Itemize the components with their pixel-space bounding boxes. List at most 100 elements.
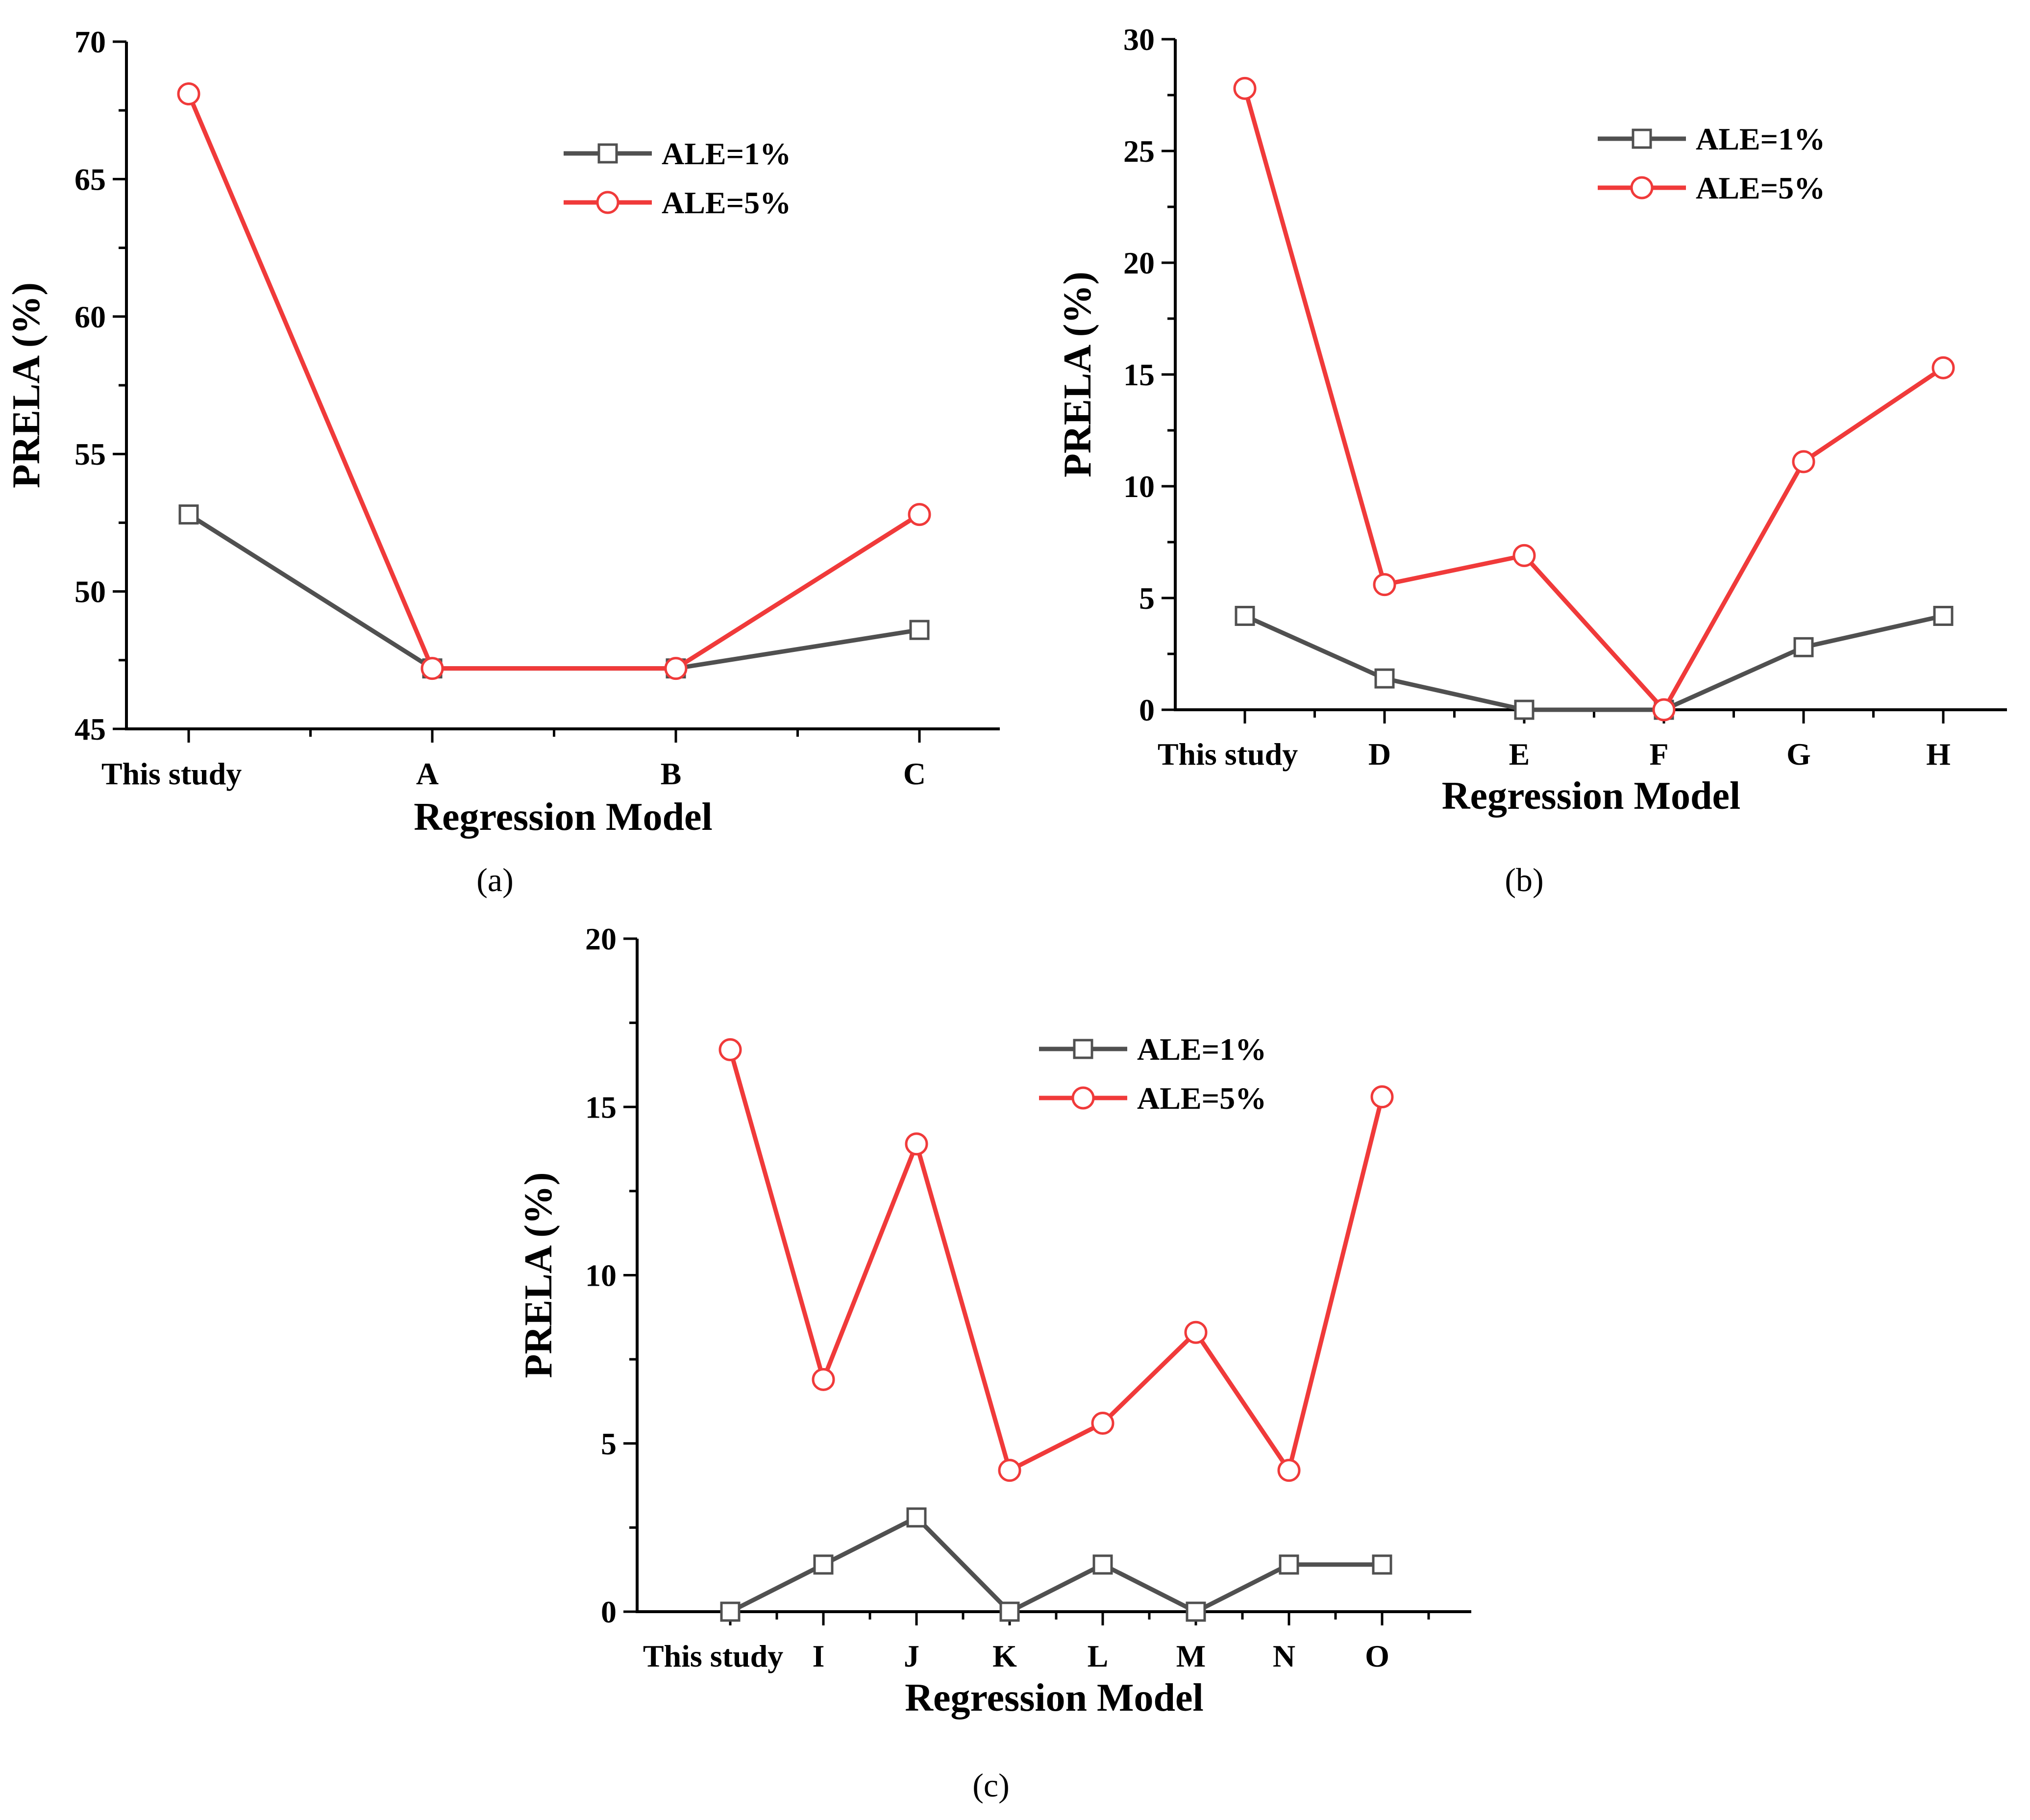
legend-label: ALE=1% [1696, 122, 1825, 156]
legend-label: ALE=5% [1696, 171, 1825, 205]
x-tick-label: E [1509, 737, 1530, 772]
legend-marker-square [1632, 128, 1652, 149]
x-tick-label: C [903, 756, 926, 791]
series-line-2 [1242, 88, 1945, 712]
chart-panel-1: 45 50 55 60 65 70 This study A B C Regression Mode… [5, 25, 1000, 898]
data-point-circle [812, 1368, 835, 1391]
x-tick-label: K [992, 1639, 1017, 1673]
legend-marker-circle [596, 191, 619, 214]
y-tick-label: 50 [74, 574, 106, 609]
panel-caption: (b) [1505, 861, 1543, 898]
x-tick-label: This study [101, 756, 242, 791]
series-line-2 [186, 93, 921, 671]
y-axis-title: PRELA (%) [1056, 272, 1099, 477]
x-tick-label: G [1786, 737, 1811, 772]
y-axis-title: PRELA (%) [5, 282, 48, 488]
legend-label: ALE=5% [1137, 1081, 1266, 1116]
x-tick-label: B [661, 756, 682, 791]
x-axis-title: Regression Model [414, 796, 713, 839]
legend-label: ALE=1% [1137, 1032, 1266, 1067]
y-tick-label: 25 [1123, 134, 1155, 169]
chart-panel-3: 0 5 10 15 20 This study I J K L M N O Regression Mode… [517, 922, 1471, 1804]
x-tick-label: M [1176, 1639, 1206, 1673]
x-tick-label: O [1365, 1639, 1389, 1673]
y-tick-label: 30 [1123, 22, 1155, 57]
y-tick-label: 20 [1123, 246, 1155, 280]
data-point-square [1235, 605, 1255, 626]
y-tick-label: 60 [74, 299, 106, 334]
x-tick-label: I [813, 1639, 825, 1673]
legend-marker-square [597, 143, 618, 164]
data-point-square [909, 620, 930, 640]
y-tick-label: 5 [1139, 581, 1155, 616]
data-point-square [1514, 699, 1535, 720]
axes-frame [636, 939, 1471, 1613]
x-tick-label: A [416, 756, 439, 791]
data-point-square [178, 504, 199, 525]
panel-caption: (c) [972, 1767, 1009, 1804]
data-point-circle [1373, 573, 1396, 597]
x-tick-label: H [1926, 737, 1951, 772]
data-point-circle [1233, 76, 1257, 100]
series-line-1 [1244, 614, 1944, 712]
series-line-1 [729, 1515, 1382, 1614]
y-tick-label: 65 [74, 162, 106, 197]
data-point-square [1933, 605, 1954, 626]
x-tick-label: This study [643, 1639, 783, 1673]
data-point-circle [1184, 1321, 1208, 1344]
x-tick-label: L [1088, 1639, 1109, 1673]
series-line-2 [728, 1049, 1385, 1473]
data-point-circle [905, 1132, 928, 1156]
data-point-circle [1277, 1459, 1301, 1482]
data-point-square [1793, 637, 1814, 657]
data-point-square [999, 1601, 1020, 1622]
series-line-1 [187, 512, 920, 671]
data-point-circle [718, 1038, 742, 1062]
y-tick-label: 0 [1139, 693, 1155, 727]
y-tick-label: 70 [74, 25, 106, 59]
x-tick-label: D [1368, 737, 1391, 772]
data-point-circle [1931, 356, 1955, 379]
legend-label: ALE=5% [662, 185, 791, 220]
x-tick-label: F [1649, 737, 1668, 772]
data-point-circle [1512, 544, 1536, 567]
data-point-square [1372, 1554, 1392, 1575]
y-tick-label: 15 [585, 1090, 617, 1124]
x-tick-label: J [904, 1639, 919, 1673]
data-point-circle [1792, 450, 1815, 474]
data-point-square [720, 1601, 741, 1622]
y-tick-label: 10 [585, 1258, 617, 1293]
data-point-circle [1370, 1085, 1394, 1109]
y-tick-label: 10 [1123, 469, 1155, 504]
data-point-circle [177, 82, 200, 106]
data-point-circle [998, 1459, 1021, 1482]
data-point-square [1186, 1601, 1206, 1622]
panel-caption: (a) [476, 861, 513, 898]
data-point-square [1279, 1554, 1299, 1575]
data-point-square [813, 1554, 834, 1575]
data-point-circle [664, 657, 688, 680]
y-tick-label: 55 [74, 437, 106, 472]
y-tick-label: 5 [601, 1426, 617, 1461]
data-point-circle [1091, 1412, 1114, 1435]
chart-panel-2: 0 5 10 15 20 25 30 This study D E F G H Regression Mo… [1056, 22, 2007, 898]
data-point-circle [1652, 698, 1676, 722]
legend-marker-circle [1071, 1086, 1095, 1110]
x-axis-title: Regression Model [905, 1676, 1204, 1720]
y-tick-label: 20 [585, 922, 617, 956]
y-tick-label: 45 [74, 712, 106, 747]
axes-frame [1174, 39, 2007, 711]
data-point-square [906, 1507, 927, 1528]
data-point-square [1092, 1554, 1113, 1575]
y-tick-label: 15 [1123, 357, 1155, 392]
y-axis-title: PRELA (%) [517, 1172, 560, 1378]
x-axis-title: Regression Model [1442, 774, 1741, 818]
axes-frame [125, 42, 1000, 730]
data-point-circle [908, 503, 931, 526]
y-tick-label: 0 [601, 1595, 617, 1629]
x-tick-label: N [1273, 1639, 1295, 1673]
data-point-circle [421, 657, 444, 680]
legend-marker-circle [1630, 176, 1654, 199]
legend-label: ALE=1% [662, 136, 791, 171]
